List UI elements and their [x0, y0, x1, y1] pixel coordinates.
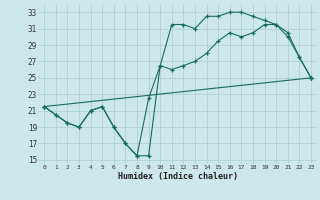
X-axis label: Humidex (Indice chaleur): Humidex (Indice chaleur) — [118, 172, 238, 181]
